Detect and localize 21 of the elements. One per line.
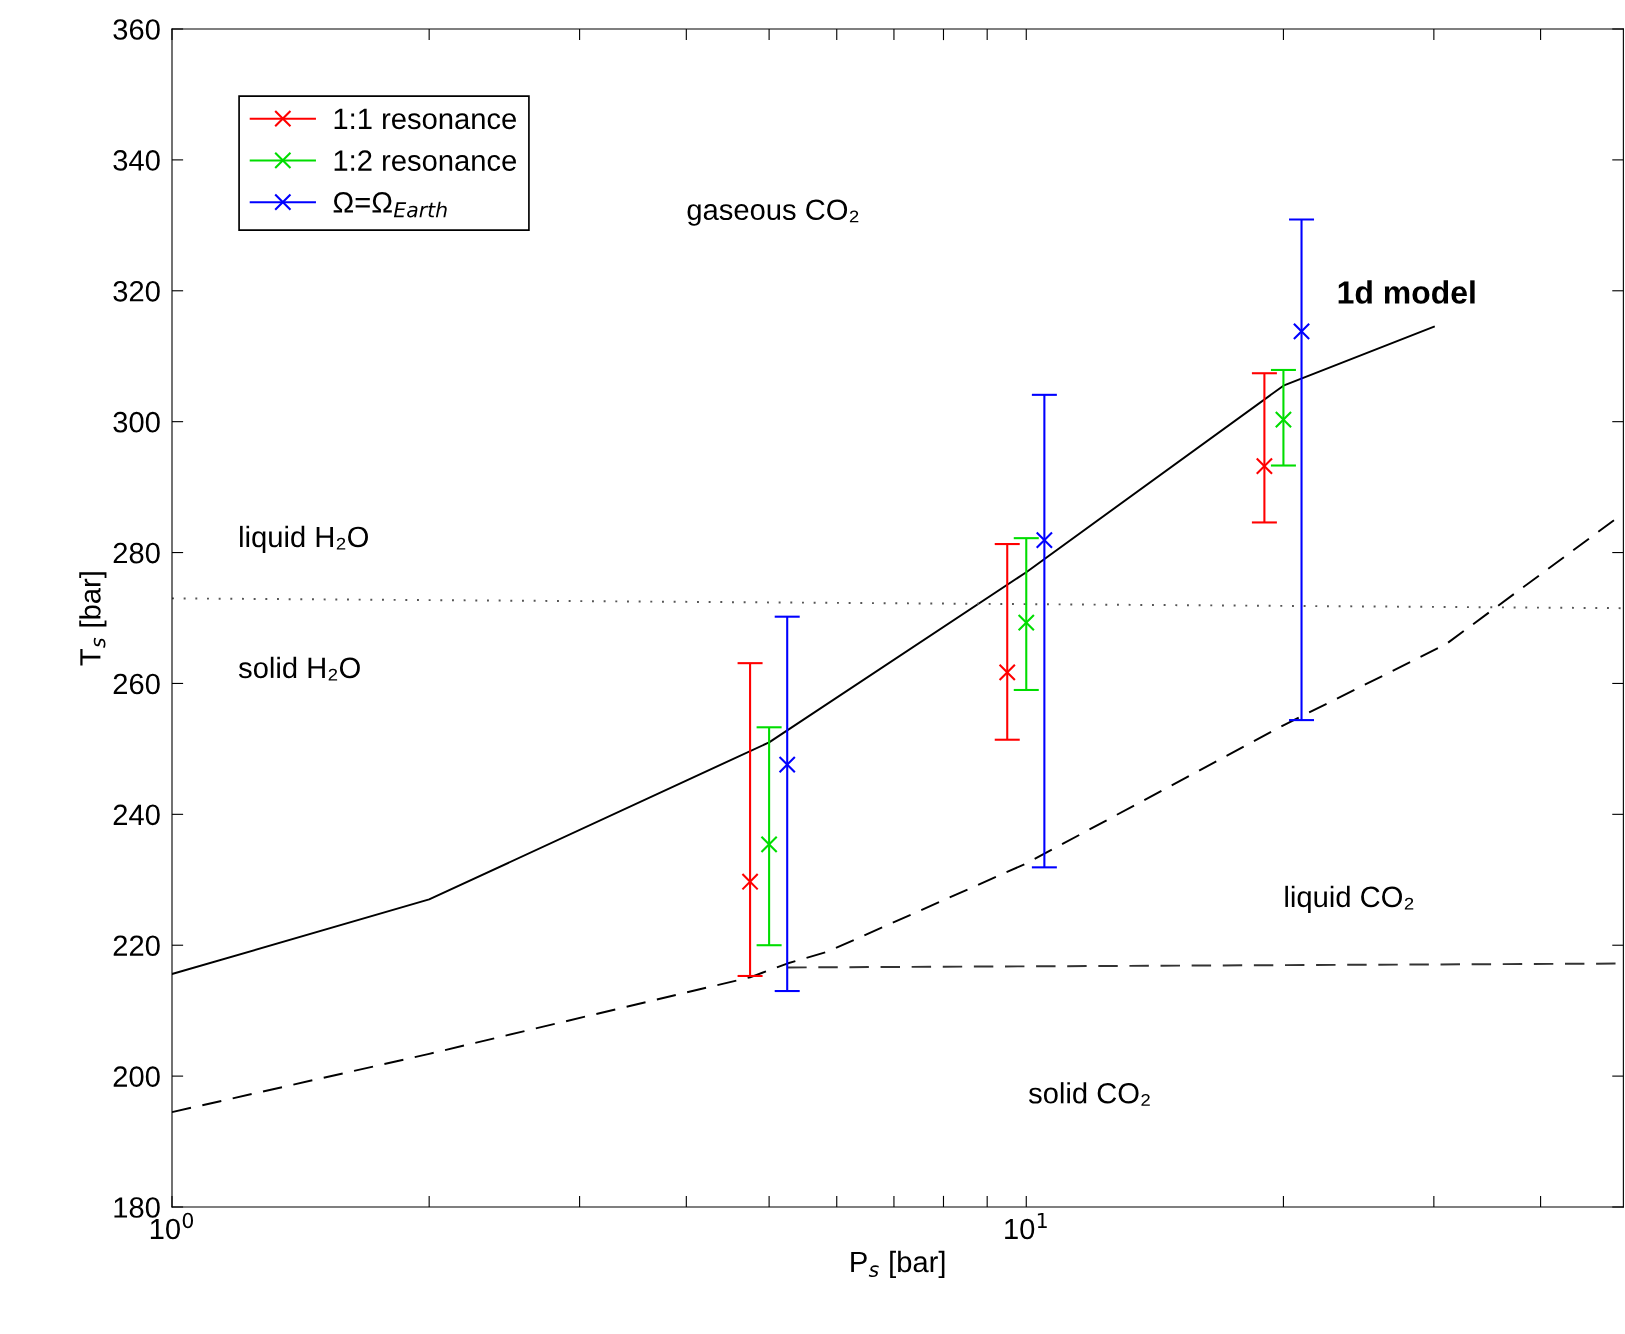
x-axis-title: P$_{s}$ [bar]: [851, 1250, 945, 1279]
legend-label: 1:2 resonance: [334, 150, 516, 171]
annotation: solid H₂O: [238, 656, 360, 681]
y-tick-label: 360: [113, 19, 160, 40]
y-tick-label: 340: [113, 150, 160, 171]
y-tick-label: 200: [113, 1066, 160, 1087]
y-tick-label: 220: [113, 935, 160, 957]
x-tick-label: 10$^{1}$: [1005, 1213, 1047, 1240]
legend-label: 1:1 resonance: [334, 108, 516, 130]
y-tick-label: 260: [113, 673, 160, 695]
y-tick-label: 320: [113, 280, 160, 302]
y-tick-label: 280: [113, 542, 160, 564]
annotation: liquid CO₂: [1285, 885, 1414, 914]
annotation: 1d model: [1338, 280, 1475, 304]
y-axis-title: T$_{s}$ [bar]: [79, 572, 107, 666]
annotation: solid CO₂: [1028, 1082, 1150, 1106]
legend-label: Ω=Ω$_{Earth}$: [333, 192, 447, 218]
y-tick-label: 240: [113, 804, 160, 826]
annotation: liquid H₂O: [240, 525, 368, 554]
annotation: gaseous CO₂: [687, 199, 859, 226]
y-tick-label: 300: [113, 411, 160, 433]
